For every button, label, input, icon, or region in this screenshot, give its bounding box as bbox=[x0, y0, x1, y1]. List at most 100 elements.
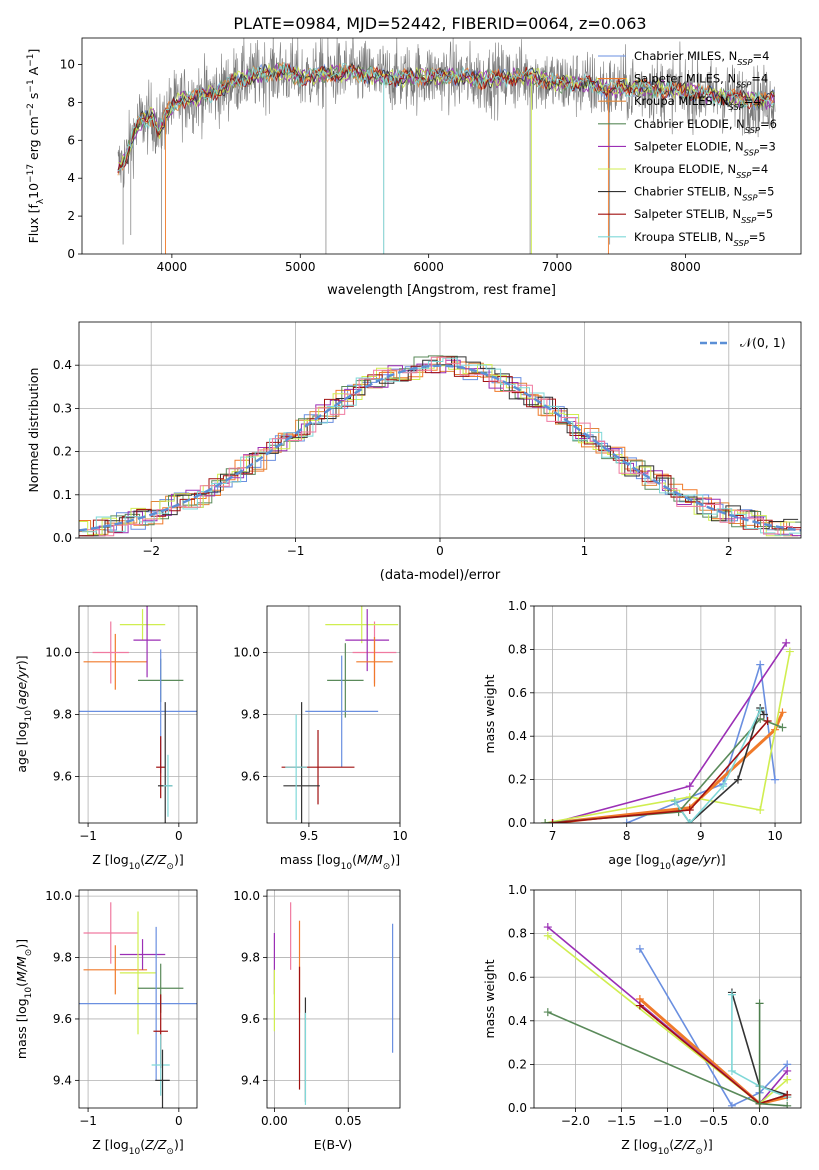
x-axis-label: Z [log10(Z/Z⊙)] bbox=[621, 1137, 712, 1157]
observed-spectrum bbox=[117, 38, 776, 188]
x-tick-label: 5000 bbox=[285, 260, 316, 274]
axes-frame bbox=[78, 605, 198, 824]
weight-line bbox=[552, 642, 787, 823]
histogram-step bbox=[79, 364, 796, 537]
x-tick-label: 10 bbox=[767, 829, 782, 843]
y-tick-label: 9.6 bbox=[241, 770, 260, 784]
weight-marker bbox=[727, 1101, 736, 1108]
x-tick-label: −1.0 bbox=[653, 1114, 682, 1128]
x-tick-label: 0.00 bbox=[261, 1114, 288, 1128]
x-tick-label: 4000 bbox=[157, 260, 188, 274]
x-tick-label: 7 bbox=[549, 829, 557, 843]
weight-marker bbox=[622, 819, 631, 823]
y-tick-label: 0 bbox=[67, 247, 75, 261]
weight-marker bbox=[782, 638, 791, 647]
weight-marker bbox=[719, 782, 728, 791]
axes-frame bbox=[78, 889, 198, 1109]
legend-label: Salpeter ELODIE, NSSP=3 bbox=[634, 139, 776, 157]
histogram-step bbox=[79, 364, 796, 537]
legend-label: Kroupa MILES, NSSP=4 bbox=[634, 94, 761, 112]
weight-marker bbox=[543, 1008, 552, 1017]
mass-vs-extinction-panel: 0.00 0.05 9.4 9.6 9.8 10.0 E(B-V) bbox=[233, 889, 401, 1152]
y-tick-label: 9.6 bbox=[53, 1012, 72, 1026]
x-axis-label: E(B-V) bbox=[314, 1137, 353, 1152]
x-tick-label: −1.5 bbox=[607, 1114, 636, 1128]
plot-area bbox=[281, 606, 399, 823]
plot-area bbox=[79, 606, 197, 823]
y-tick-label: 9.8 bbox=[53, 951, 72, 965]
x-tick-label: −2 bbox=[142, 544, 160, 558]
x-tick-label: 7000 bbox=[542, 260, 573, 274]
weight-line bbox=[544, 651, 791, 823]
spectrum-panel: 4000 5000 6000 7000 8000 0 2 4 6 8 10 Chabrier MILE… bbox=[26, 37, 802, 298]
x-tick-label: 0.05 bbox=[335, 1114, 362, 1128]
plot-area bbox=[79, 902, 197, 1108]
weight-line bbox=[731, 994, 788, 1098]
plot-area bbox=[543, 923, 792, 1108]
x-tick-label: 0.0 bbox=[750, 1114, 769, 1128]
histogram-step bbox=[84, 356, 801, 537]
y-tick-label: 0.2 bbox=[53, 445, 72, 459]
y-axis-label: Normed distribution bbox=[26, 368, 41, 493]
weight-vs-metallicity-panel: −2.0 −1.5 −1.0 −0.5 0.0 0.0 0.2 0.4 0.6 0.8 1.0 Z [… bbox=[482, 883, 802, 1157]
weight-marker bbox=[635, 944, 644, 953]
weight-marker bbox=[727, 990, 736, 999]
weight-marker bbox=[778, 723, 787, 732]
weight-marker bbox=[783, 1075, 792, 1084]
y-tick-label: 0.2 bbox=[508, 773, 527, 787]
residual-histogram-panel: −2 −1 0 1 2 0.0 0.1 0.2 0.3 0.4 𝒩(0, 1) (data-model… bbox=[26, 321, 802, 583]
weight-marker bbox=[685, 805, 694, 814]
x-tick-label: 8000 bbox=[670, 260, 701, 274]
weight-line bbox=[674, 709, 761, 823]
weight-marker bbox=[783, 1101, 792, 1108]
axes-frame bbox=[266, 605, 401, 824]
weight-vs-age-panel: 7 8 9 10 0.0 0.2 0.4 0.6 0.8 1.0 age [log10(age/yr… bbox=[482, 599, 802, 872]
weight-marker bbox=[543, 923, 552, 932]
weight-marker bbox=[783, 1090, 792, 1099]
weight-marker bbox=[783, 1066, 792, 1075]
y-tick-label: 0.2 bbox=[508, 1057, 527, 1071]
weight-marker bbox=[543, 931, 552, 940]
weight-marker bbox=[635, 1001, 644, 1010]
legend-label: Chabrier MILES, NSSP=4 bbox=[634, 49, 769, 67]
y-tick-label: 0.0 bbox=[508, 816, 527, 830]
weight-marker bbox=[755, 1099, 764, 1108]
weight-marker bbox=[771, 775, 780, 784]
plot-area bbox=[541, 638, 794, 823]
x-tick-label: −1 bbox=[287, 544, 305, 558]
y-tick-label: 0.0 bbox=[508, 1101, 527, 1115]
weight-marker bbox=[685, 782, 694, 791]
y-tick-label: 9.8 bbox=[53, 708, 72, 722]
y-tick-label: 0.4 bbox=[508, 729, 527, 743]
axes-frame bbox=[81, 37, 802, 255]
histogram-step bbox=[81, 357, 801, 536]
x-axis-label: Z [log10(Z/Z⊙)] bbox=[92, 852, 183, 872]
y-tick-label: 9.6 bbox=[53, 770, 72, 784]
weight-marker bbox=[733, 775, 742, 784]
axes-frame bbox=[78, 321, 802, 539]
x-tick-label: 0 bbox=[175, 1114, 183, 1128]
y-tick-label: 1.0 bbox=[508, 883, 527, 897]
weight-marker bbox=[548, 819, 557, 823]
y-tick-label: 10.0 bbox=[45, 889, 72, 903]
plot-area bbox=[273, 902, 394, 1105]
legend-label: Chabrier STELIB, NSSP=5 bbox=[634, 185, 774, 203]
weight-marker bbox=[755, 999, 764, 1008]
figure-title: PLATE=0984, MJD=52442, FIBERID=0064, z=0… bbox=[233, 14, 646, 33]
y-tick-label: 0.6 bbox=[508, 686, 527, 700]
weight-marker bbox=[759, 710, 768, 719]
weight-marker bbox=[756, 706, 765, 715]
x-tick-label: 10 bbox=[392, 829, 407, 843]
weight-marker bbox=[756, 805, 765, 814]
x-tick-label: 1 bbox=[581, 544, 589, 558]
plot-area bbox=[117, 38, 776, 254]
axes-frame bbox=[533, 605, 802, 824]
x-tick-label: 9 bbox=[697, 829, 705, 843]
model-fit-line bbox=[117, 61, 775, 171]
age-vs-metallicity-panel: −1 0 9.6 9.8 10.0 Z [log10(Z/Z⊙)] age [log10(a… bbox=[14, 605, 198, 872]
y-tick-label: 9.6 bbox=[241, 1012, 260, 1026]
legend-label: Salpeter MILES, NSSP=4 bbox=[634, 72, 768, 90]
mass-vs-metallicity-panel: −1 0 9.4 9.6 9.8 10.0 Z [log10(Z/Z⊙)] mass [log… bbox=[14, 889, 198, 1157]
legend-label: Kroupa ELODIE, NSSP=4 bbox=[634, 162, 768, 180]
